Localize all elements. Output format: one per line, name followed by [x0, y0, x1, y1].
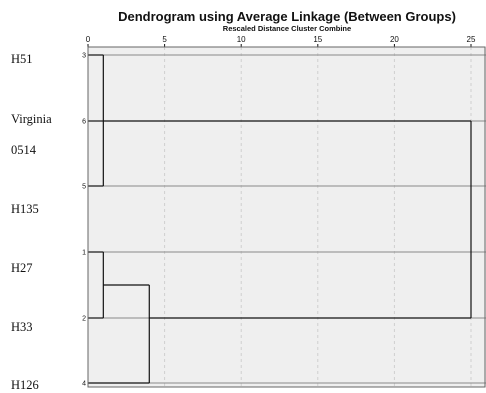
x-tick-label-5: 5 — [162, 35, 167, 44]
row-label-virginia: Virginia — [11, 112, 52, 126]
x-axis-label: Rescaled Distance Cluster Combine — [222, 24, 352, 33]
x-tick-label-0: 0 — [86, 35, 91, 44]
plot-area — [88, 47, 486, 387]
case-number-3: 3 — [82, 53, 86, 60]
case-number-6: 6 — [82, 119, 86, 126]
case-number-5: 5 — [82, 184, 86, 191]
case-number-1: 1 — [82, 250, 86, 257]
case-number-4: 4 — [82, 381, 86, 388]
x-tick-label-15: 15 — [313, 35, 322, 44]
case-number-2: 2 — [82, 316, 86, 323]
row-label-h51: H51 — [11, 52, 33, 66]
chart-title: Dendrogram using Average Linkage (Betwee… — [118, 9, 456, 24]
x-tick-label-20: 20 — [390, 35, 399, 44]
x-tick-label-10: 10 — [237, 35, 246, 44]
x-tick-label-25: 25 — [467, 35, 476, 44]
row-label-h135: H135 — [11, 202, 39, 216]
row-label-0514: 0514 — [11, 143, 36, 157]
row-label-h33: H33 — [11, 320, 33, 334]
row-label-h27: H27 — [11, 261, 33, 275]
row-label-h126: H126 — [11, 378, 39, 392]
plot-border — [87, 46, 486, 388]
